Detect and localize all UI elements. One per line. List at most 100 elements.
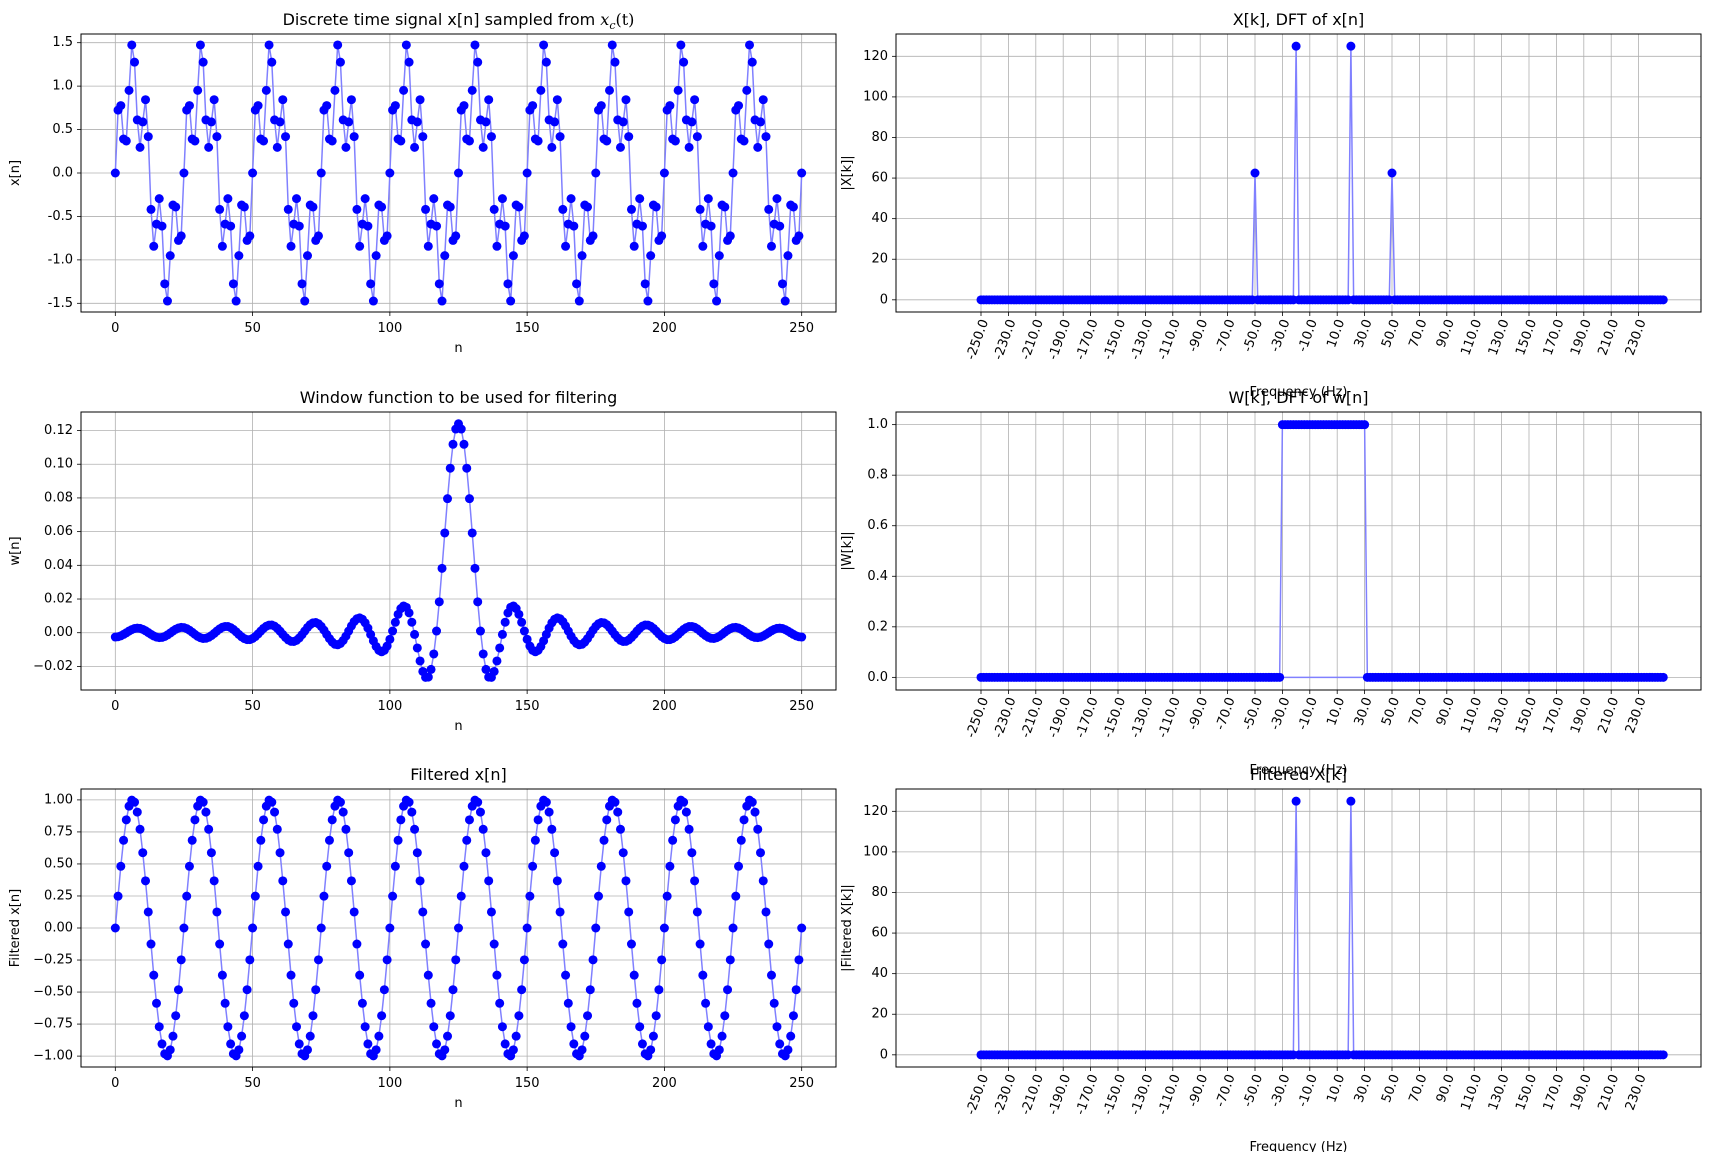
data-point — [506, 296, 516, 306]
data-point — [195, 40, 205, 50]
x-tick-label: 50.0 — [1379, 317, 1403, 349]
data-point — [690, 95, 700, 105]
x-tick-label: 150.0 — [1513, 695, 1540, 735]
data-point — [421, 204, 431, 214]
data-point — [635, 1022, 645, 1032]
data-point — [275, 848, 285, 858]
data-point — [198, 797, 208, 807]
data-point — [756, 117, 765, 127]
x-tick-label: -130.0 — [1128, 1072, 1156, 1117]
data-point — [141, 95, 151, 105]
data-point — [766, 970, 776, 980]
y-tick-label: 100 — [863, 89, 888, 104]
data-point — [390, 101, 400, 111]
data-point — [410, 824, 420, 834]
data-point — [423, 672, 433, 682]
data-point — [651, 1011, 661, 1021]
y-tick-label: 0.10 — [44, 457, 73, 472]
data-point — [486, 907, 496, 917]
data-point — [489, 204, 499, 214]
y-tick-label: 40 — [871, 211, 888, 226]
data-point — [313, 231, 323, 241]
data-point — [418, 907, 428, 917]
data-point — [668, 835, 678, 845]
data-point — [445, 463, 455, 473]
chart-yn: 0 50 100 150 200 250 −1.00 −0.75 −0.50 −0.25 0.00 0… — [8, 765, 837, 1111]
axes-frame — [895, 33, 1702, 313]
data-point — [459, 439, 469, 449]
data-point — [1346, 796, 1356, 806]
data-point — [739, 815, 749, 825]
data-point — [212, 907, 222, 917]
data-point — [344, 117, 354, 127]
data-point — [264, 40, 274, 50]
x-tick-label: 250 — [789, 1076, 814, 1091]
data-point — [283, 939, 293, 949]
data-point — [701, 998, 711, 1008]
data-point — [286, 970, 296, 980]
data-point — [745, 40, 755, 50]
x-tick-label: -90.0 — [1186, 317, 1212, 354]
data-point — [440, 251, 450, 261]
chart-Wk: -250.0-230.0-210.0-190.0-170.0-150.0-130… — [840, 388, 1702, 778]
data-point — [215, 939, 225, 949]
x-tick-label: 130.0 — [1486, 695, 1513, 735]
data-point — [1291, 41, 1301, 51]
data-point — [734, 101, 744, 111]
y-axis-label: |W[k]| — [840, 531, 855, 570]
data-point — [769, 998, 779, 1008]
chart-wn: 0 50 100 150 200 250 −0.02 0.00 0.02 0.04 0.06 0.08… — [8, 388, 837, 734]
data-point — [679, 797, 689, 807]
data-point — [149, 970, 159, 980]
y-tick-label: 80 — [871, 130, 888, 145]
data-point — [473, 57, 483, 67]
data-point — [764, 939, 774, 949]
data-point — [555, 907, 565, 917]
y-tick-label: 0.06 — [44, 524, 73, 539]
data-point — [687, 848, 697, 858]
data-point — [426, 998, 436, 1008]
data-point — [607, 40, 617, 50]
data-point — [629, 970, 639, 980]
data-point — [497, 1022, 507, 1032]
data-point — [371, 1045, 381, 1055]
x-axis-label: Frequency (Hz) — [1249, 1140, 1347, 1152]
data-point — [313, 955, 323, 965]
data-point — [478, 142, 488, 152]
data-point — [1658, 295, 1668, 305]
data-point — [171, 1011, 181, 1021]
data-point — [130, 57, 140, 67]
x-tick-label: 100 — [377, 321, 402, 336]
data-point — [470, 563, 480, 573]
data-point — [695, 939, 705, 949]
data-point — [245, 955, 255, 965]
x-tick-label: 30.0 — [1352, 317, 1376, 349]
data-point — [434, 279, 444, 289]
data-point — [563, 998, 573, 1008]
data-point — [605, 85, 614, 95]
x-tick-label: 50.0 — [1379, 695, 1403, 727]
data-point — [632, 998, 642, 1008]
data-point — [577, 251, 587, 261]
data-point — [135, 824, 145, 834]
data-point — [467, 85, 477, 95]
data-point — [294, 221, 304, 231]
data-point — [445, 202, 455, 212]
chart-Xk: -250.0-230.0-210.0-190.0-170.0-150.0-130… — [840, 10, 1702, 400]
data-point — [569, 221, 579, 231]
data-point — [783, 1045, 793, 1055]
data-point — [464, 494, 474, 504]
data-point — [684, 824, 694, 834]
y-tick-label: 1.00 — [44, 792, 73, 807]
x-tick-label: -50.0 — [1240, 695, 1266, 732]
data-point — [541, 797, 551, 807]
data-point — [522, 168, 532, 178]
data-point — [1275, 672, 1285, 682]
data-point — [404, 608, 414, 618]
data-point — [588, 231, 598, 241]
data-point — [747, 57, 757, 67]
data-point — [410, 142, 420, 152]
data-point — [602, 136, 612, 146]
data-point — [308, 1011, 318, 1021]
